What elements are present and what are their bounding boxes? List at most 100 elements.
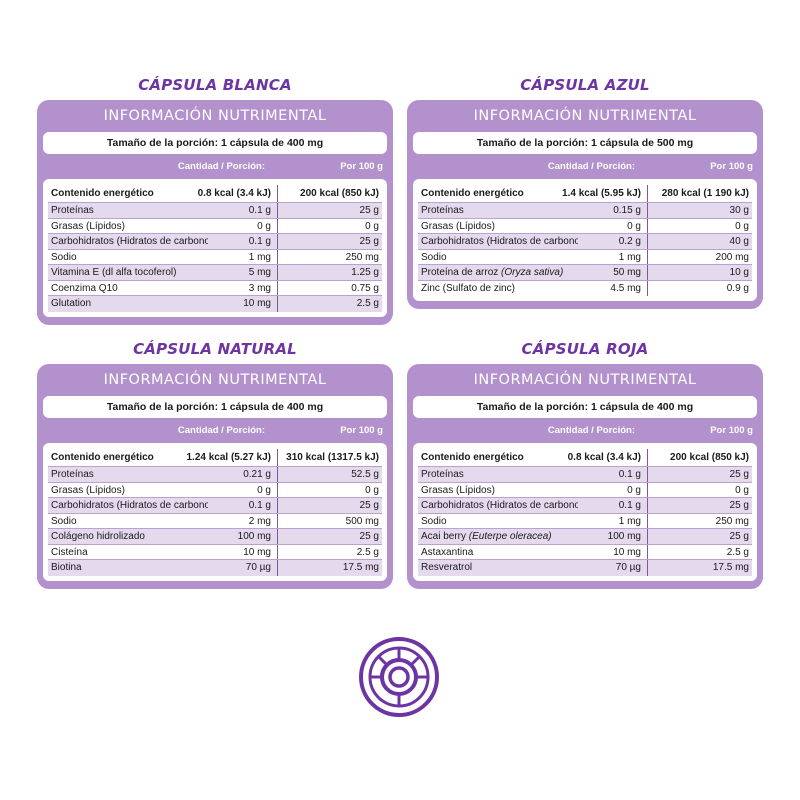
row-per100: 25 g: [359, 205, 379, 216]
portion-size: Tamaño de la porción: 1 cápsula de 400 m…: [413, 396, 757, 418]
row-name: Grasas (Lípidos): [421, 220, 495, 232]
table-row: Cisteína 10 mg 2.5 g: [48, 544, 382, 560]
row-amount: 100 mg: [578, 529, 648, 544]
row-per100: 1.25 g: [351, 267, 379, 278]
row-per100: 0 g: [735, 220, 749, 232]
table-row: Acai berry (Euterpe oleracea) 100 mg 25 g: [418, 529, 752, 545]
table-row: Sodio 1 mg 200 mg: [418, 249, 752, 265]
col-per100-label: Por 100 g: [340, 161, 383, 172]
row-amount: 70 µg: [208, 560, 278, 576]
table-row: Carbohidratos (Hidratos de carbono) 0.2 g…: [418, 234, 752, 250]
col-portion-label: Cantidad / Porción:: [547, 425, 635, 436]
nutrition-card: INFORMACIÓN NUTRIMENTAL Tamaño de la porc…: [407, 364, 763, 589]
row-amount: 0.8 kcal (3.4 kJ): [524, 449, 648, 466]
row-name: Carbohidratos (Hidratos de carbono): [421, 500, 578, 511]
row-name: Proteínas: [421, 205, 464, 216]
portion-size: Tamaño de la porción: 1 cápsula de 400 m…: [43, 132, 387, 154]
row-per100: 52.5 g: [351, 469, 379, 480]
row-amount: 1 mg: [578, 513, 648, 528]
table-row-energy: Contenido energético 0.8 kcal (3.4 kJ) 200…: [418, 449, 752, 467]
row-per100: 0 g: [365, 484, 379, 496]
row-name: Sodio: [421, 515, 447, 527]
row-amount: 1.4 kcal (5.95 kJ): [524, 185, 648, 202]
row-amount: 1.24 kcal (5.27 kJ): [154, 449, 278, 466]
row-name: Carbohidratos (Hidratos de carbono): [51, 236, 208, 247]
nutrition-card: INFORMACIÓN NUTRIMENTAL Tamaño de la porc…: [37, 364, 393, 589]
table-row: Grasas (Lípidos) 0 g 0 g: [418, 482, 752, 498]
table-row: Resveratrol 70 µg 17.5 mg: [418, 560, 752, 576]
row-amount: 2 mg: [208, 513, 278, 528]
row-amount: 100 mg: [208, 529, 278, 544]
table-row: Biotina 70 µg 17.5 mg: [48, 560, 382, 576]
row-name: Coenzima Q10: [51, 282, 118, 294]
table-row: Grasas (Lípidos) 0 g 0 g: [418, 218, 752, 234]
card-header: INFORMACIÓN NUTRIMENTAL: [103, 108, 327, 124]
nutrition-card: INFORMACIÓN NUTRIMENTAL Tamaño de la porc…: [37, 100, 393, 325]
row-amount: 3 mg: [208, 280, 278, 295]
row-amount: 4.5 mg: [578, 280, 648, 296]
row-per100: 0.75 g: [351, 282, 379, 294]
row-amount: 0 g: [578, 482, 648, 497]
row-per100: 250 mg: [715, 515, 749, 527]
row-per100: 25 g: [359, 500, 379, 511]
row-amount: 70 µg: [578, 560, 648, 576]
row-name: Grasas (Lípidos): [51, 484, 125, 496]
table-row: Carbohidratos (Hidratos de carbono) 0.1 g…: [48, 498, 382, 514]
row-amount: 0 g: [208, 482, 278, 497]
row-per100: 25 g: [729, 531, 749, 542]
table-row: Colágeno hidrolizado 100 mg 25 g: [48, 529, 382, 545]
row-name: Proteínas: [421, 469, 464, 480]
table-row-energy: Contenido energético 0.8 kcal (3.4 kJ) 200…: [48, 185, 382, 203]
row-amount: 1 mg: [578, 249, 648, 264]
row-amount: 0.2 g: [578, 234, 648, 249]
row-amount: 0.1 g: [208, 498, 278, 513]
panel-title: CÁPSULA ROJA: [521, 340, 649, 358]
row-name: Resveratrol: [421, 562, 473, 573]
row-name: Zinc (Sulfato de zinc): [421, 282, 515, 294]
column-headers: Cantidad / Porción: Por 100 g: [43, 154, 387, 179]
table-row: Proteínas 0.15 g 30 g: [418, 203, 752, 219]
row-amount: 0 g: [578, 218, 648, 233]
nutrition-table: Contenido energético 0.8 kcal (3.4 kJ) 200…: [43, 179, 387, 317]
row-per100: 0.9 g: [726, 282, 749, 294]
row-per100: 40 g: [729, 236, 749, 247]
table-row-energy: Contenido energético 1.24 kcal (5.27 kJ) 3…: [48, 449, 382, 467]
portion-size: Tamaño de la porción: 1 cápsula de 500 m…: [413, 132, 757, 154]
row-name: Contenido energético: [51, 452, 154, 463]
table-row: Zinc (Sulfato de zinc) 4.5 mg 0.9 g: [418, 280, 752, 296]
table-row: Carbohidratos (Hidratos de carbono) 0.1 g…: [48, 234, 382, 250]
row-amount: 10 mg: [578, 544, 648, 559]
table-row: Grasas (Lípidos) 0 g 0 g: [48, 482, 382, 498]
row-name: Glutation: [51, 298, 92, 309]
table-row: Proteína de arroz (Oryza sativa) 50 mg 10 …: [418, 265, 752, 281]
row-per100: 0 g: [735, 484, 749, 496]
row-per100: 17.5 mg: [342, 562, 379, 573]
row-name: Contenido energético: [421, 452, 524, 463]
row-amount: 0.1 g: [208, 203, 278, 218]
table-row: Proteínas 0.21 g 52.5 g: [48, 467, 382, 483]
nutrition-table: Contenido energético 0.8 kcal (3.4 kJ) 200…: [413, 443, 757, 581]
row-name: Colágeno hidrolizado: [51, 531, 145, 542]
table-row: Vitamina E (dl alfa tocoferol) 5 mg 1.25 g: [48, 265, 382, 281]
row-per100: 280 kcal (1 190 kJ): [661, 188, 749, 199]
panel-title: CÁPSULA AZUL: [520, 76, 650, 94]
table-row: Astaxantina 10 mg 2.5 g: [418, 544, 752, 560]
row-per100: 200 kcal (850 kJ): [300, 188, 379, 199]
card-header: INFORMACIÓN NUTRIMENTAL: [103, 372, 327, 388]
row-amount: 0.1 g: [578, 467, 648, 482]
row-per100: 30 g: [729, 205, 749, 216]
nutrition-card: INFORMACIÓN NUTRIMENTAL Tamaño de la porc…: [407, 100, 763, 309]
row-per100: 2.5 g: [726, 546, 749, 558]
row-amount: 0.8 kcal (3.4 kJ): [154, 185, 278, 202]
row-per100: 25 g: [359, 236, 379, 247]
row-per100: 2.5 g: [356, 298, 379, 309]
row-per100: 25 g: [359, 531, 379, 542]
row-name: Carbohidratos (Hidratos de carbono): [421, 236, 578, 247]
row-name-scientific: (Oryza sativa): [501, 267, 564, 278]
row-name: Grasas (Lípidos): [421, 484, 495, 496]
row-amount: 0.1 g: [208, 234, 278, 249]
row-per100: 17.5 mg: [712, 562, 749, 573]
row-amount: 0.1 g: [578, 498, 648, 513]
row-name: Vitamina E (dl alfa tocoferol): [51, 267, 177, 278]
portion-size: Tamaño de la porción: 1 cápsula de 400 m…: [43, 396, 387, 418]
